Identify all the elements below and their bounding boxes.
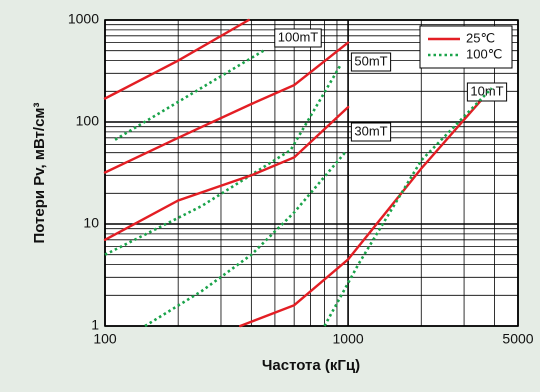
x-tick-label: 100: [93, 331, 117, 347]
legend-label: 100℃: [466, 46, 502, 61]
x-tick-label: 1000: [333, 331, 364, 347]
series-line: [103, 18, 250, 100]
series-line: [239, 86, 493, 328]
x-axis-title: Частота (кГц): [262, 357, 360, 374]
curve-label: 30mT: [354, 123, 387, 138]
series-line: [103, 41, 350, 174]
legend-box: [419, 25, 513, 69]
series-line: [103, 105, 350, 241]
y-tick-label: 1: [91, 317, 99, 333]
curve-label: 100mT: [278, 29, 319, 44]
curve-label-box: [274, 28, 322, 48]
legend-label: 25℃: [466, 30, 495, 45]
curve-label-box: [350, 122, 392, 142]
y-tick-label: 100: [76, 113, 100, 129]
series-line: [114, 48, 266, 141]
curve-label-box: [350, 52, 392, 72]
curve-label: 50mT: [354, 53, 387, 68]
y-axis-title: Потери Pv, мВт/см³: [31, 102, 48, 243]
x-tick-label: 5000: [502, 331, 533, 347]
y-tick-label: 10: [83, 215, 99, 231]
series-line: [323, 87, 493, 327]
curve-label: 10mT: [470, 83, 503, 98]
y-tick-label: 1000: [68, 11, 99, 27]
series-line: [144, 151, 346, 328]
